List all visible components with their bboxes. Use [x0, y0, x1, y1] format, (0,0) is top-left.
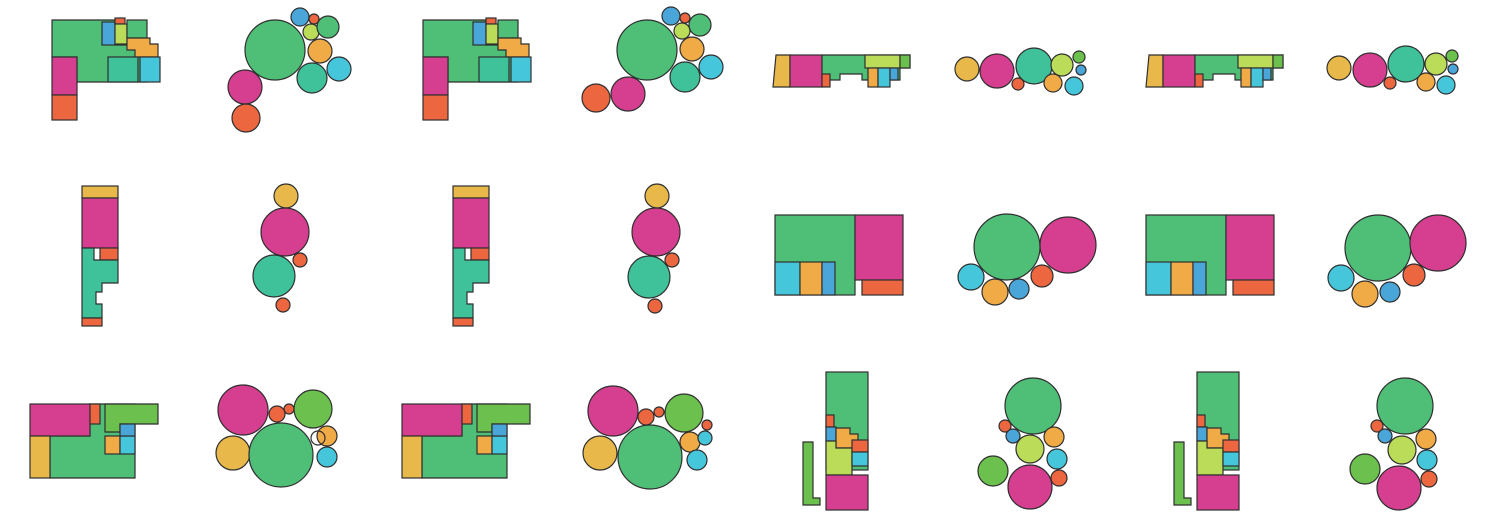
bubble-diagram — [1326, 45, 1459, 95]
bubble-diagram — [581, 6, 724, 113]
floor-plan — [802, 371, 869, 511]
bubble-diagram — [215, 384, 338, 488]
bubble-diagram — [1327, 214, 1467, 308]
bubble-diagram — [582, 385, 713, 490]
floor-plan — [1145, 54, 1284, 88]
bubble-diagram — [1349, 377, 1438, 511]
bubble-diagram — [252, 183, 310, 313]
floor-plan — [772, 54, 911, 88]
floor-plan — [51, 17, 161, 121]
floor-plan — [774, 214, 904, 296]
floor-plan — [401, 403, 531, 479]
floor-plan — [1145, 214, 1275, 296]
floor-plan — [1173, 371, 1240, 511]
floor-plan — [81, 185, 119, 327]
bubble-diagram — [954, 47, 1087, 96]
bubble-diagram — [627, 183, 681, 314]
floor-plan — [452, 185, 490, 327]
bubble-diagram — [227, 7, 352, 133]
floor-plan — [422, 17, 532, 121]
bubble-diagram — [957, 213, 1097, 306]
bubble-diagram — [977, 377, 1068, 510]
floor-plan — [29, 403, 159, 479]
